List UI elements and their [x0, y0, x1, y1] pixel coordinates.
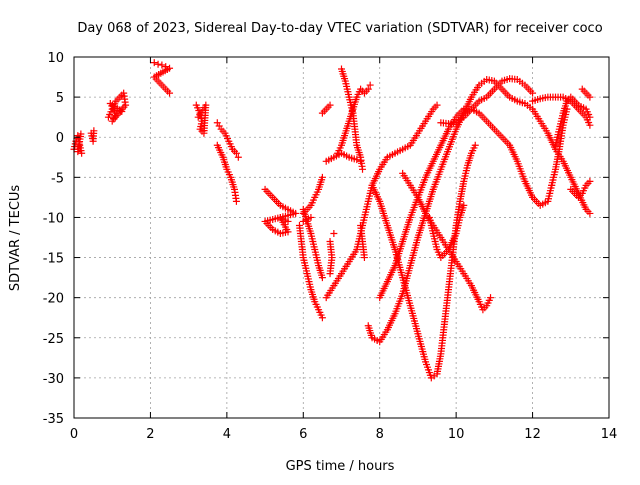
y-tick-label: -15	[43, 252, 64, 267]
x-tick-label: 12	[524, 427, 541, 442]
data-point	[150, 59, 158, 67]
data-point	[433, 101, 441, 109]
data-point	[364, 85, 372, 93]
series-s10	[295, 221, 326, 322]
series-s27	[548, 105, 571, 189]
series-s2	[87, 127, 98, 145]
x-tick-label: 4	[223, 427, 231, 442]
y-tick-label: -20	[43, 292, 64, 307]
y-tick-label: 0	[56, 131, 64, 146]
data-point	[586, 121, 594, 129]
data-point	[586, 113, 594, 121]
grid	[74, 57, 609, 418]
series-s7	[213, 141, 240, 205]
x-tick-label: 10	[448, 427, 465, 442]
series-s11	[299, 205, 326, 282]
series-s21	[376, 105, 556, 302]
data-point	[353, 156, 361, 164]
data-point	[326, 270, 334, 278]
data-point	[487, 294, 495, 302]
series-s4	[150, 59, 174, 97]
data-point	[586, 209, 594, 217]
x-tick-label: 2	[146, 427, 154, 442]
y-axis-label: SDTVAR / TECUs	[8, 185, 23, 292]
series-s8	[261, 185, 300, 237]
chart-title: Day 068 of 2023, Sidereal Day-to-day VTE…	[77, 21, 602, 36]
plot-frame	[73, 56, 610, 419]
x-tick-label: 8	[376, 427, 384, 442]
series-s22	[399, 169, 495, 314]
data-point	[586, 93, 594, 101]
data-point	[77, 130, 85, 138]
data-point	[118, 108, 126, 116]
data-point	[366, 81, 374, 89]
data-point	[78, 149, 86, 157]
series-s6	[213, 119, 242, 161]
data-point	[307, 213, 315, 221]
series-s16	[334, 81, 374, 157]
y-tick-label: -10	[43, 211, 64, 226]
x-axis-label: GPS time / hours	[286, 459, 395, 474]
data-point	[318, 173, 326, 181]
series-s28	[567, 177, 594, 201]
data-point	[232, 197, 240, 205]
series-s23	[425, 201, 468, 262]
y-tick-label: -35	[43, 412, 64, 427]
series-s3	[104, 89, 130, 125]
series-s12	[318, 101, 334, 117]
data-point	[284, 217, 292, 225]
y-tick-label: 5	[56, 91, 64, 106]
data-point	[234, 153, 242, 161]
data-point	[90, 127, 98, 135]
data-point	[166, 89, 174, 97]
data-point	[460, 201, 468, 209]
data-point	[360, 254, 368, 262]
series-s18	[357, 221, 368, 262]
y-tick-label: -5	[51, 171, 64, 186]
data-point	[158, 61, 166, 69]
series-s5	[192, 101, 210, 137]
x-tick-label: 0	[70, 427, 78, 442]
data-point	[529, 89, 537, 97]
data-series	[70, 59, 594, 382]
series-s9	[299, 173, 326, 225]
x-tick-label: 6	[299, 427, 307, 442]
data-point	[232, 149, 240, 157]
data-point	[563, 105, 571, 113]
data-point	[359, 165, 367, 173]
x-tick-label: 14	[601, 427, 618, 442]
data-point	[471, 141, 479, 149]
data-point	[154, 60, 162, 68]
data-point	[326, 101, 334, 109]
series-s29	[578, 85, 594, 101]
data-point	[357, 157, 365, 165]
y-tick-label: -25	[43, 332, 64, 347]
y-tick-label: 10	[47, 51, 64, 66]
data-point	[330, 229, 338, 237]
y-tick-label: -30	[43, 372, 64, 387]
series-s17	[326, 229, 338, 278]
series-s1	[70, 130, 86, 157]
data-point	[194, 113, 202, 121]
axes: 0 2 4 6 8 10 12 14 -35 -30 -25 -20 -15 -10 -5 0 5 10	[43, 51, 618, 442]
data-point	[318, 274, 326, 282]
data-point	[318, 314, 326, 322]
series-s26	[552, 93, 594, 149]
series-s24	[437, 75, 537, 128]
data-point	[586, 177, 594, 185]
